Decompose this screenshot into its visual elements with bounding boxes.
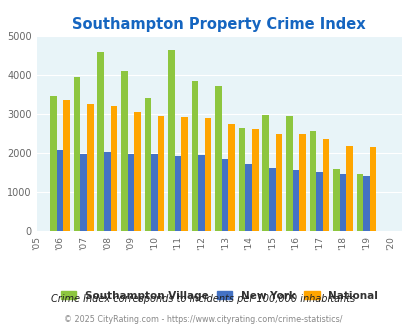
Title: Southampton Property Crime Index: Southampton Property Crime Index [72,17,365,32]
Bar [309,131,315,231]
Bar [345,146,352,231]
Bar [322,139,328,231]
Bar [356,174,362,231]
Bar [332,169,339,231]
Bar [262,115,269,231]
Bar [228,123,234,231]
Bar [151,154,157,231]
Bar [252,129,258,231]
Bar [198,155,205,231]
Legend: Southampton Village, New York, National: Southampton Village, New York, National [61,291,377,301]
Bar [50,96,57,231]
Text: © 2025 CityRating.com - https://www.cityrating.com/crime-statistics/: © 2025 CityRating.com - https://www.city… [64,315,341,324]
Bar [339,174,345,231]
Bar [181,116,188,231]
Bar [245,164,252,231]
Bar [369,147,375,231]
Bar [63,100,70,231]
Bar [121,71,127,231]
Bar [80,154,87,231]
Bar [315,172,322,231]
Bar [174,156,181,231]
Bar [87,104,94,231]
Bar [191,82,198,231]
Bar [144,98,151,231]
Bar [285,116,292,231]
Bar [292,170,298,231]
Bar [269,168,275,231]
Bar [157,116,164,231]
Bar [275,134,281,231]
Bar [110,106,117,231]
Bar [104,152,110,231]
Bar [168,50,174,231]
Bar [362,177,369,231]
Bar [127,154,134,231]
Bar [97,52,104,231]
Bar [134,112,141,231]
Bar [298,134,305,231]
Bar [238,128,245,231]
Bar [221,159,228,231]
Bar [57,150,63,231]
Bar [74,77,80,231]
Text: Crime Index corresponds to incidents per 100,000 inhabitants: Crime Index corresponds to incidents per… [51,294,354,304]
Bar [205,118,211,231]
Bar [215,86,221,231]
